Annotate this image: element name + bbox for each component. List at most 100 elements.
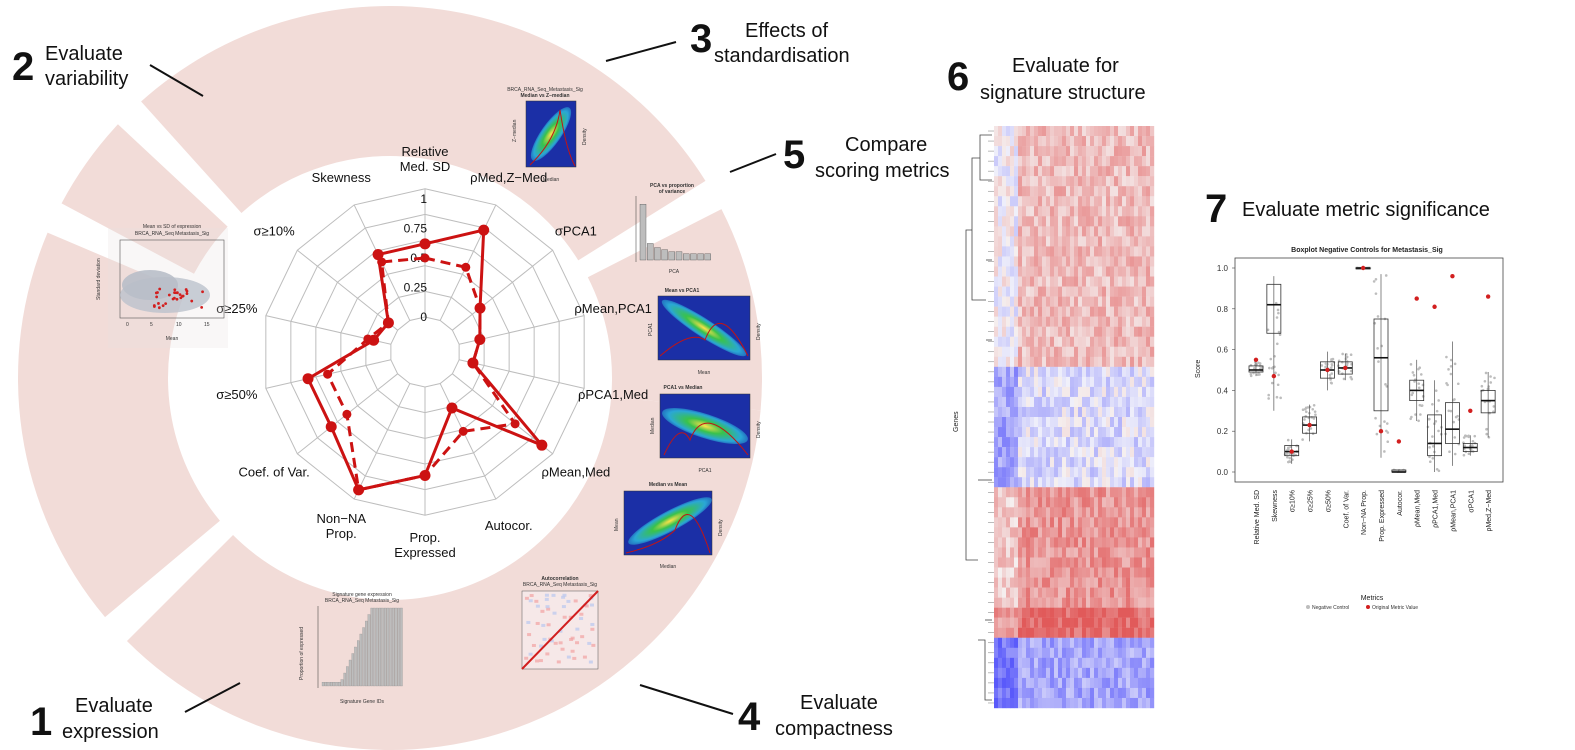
heatmap-cell: [1074, 647, 1079, 659]
autocor-cell: [573, 599, 578, 603]
heatmap-cell: [1054, 186, 1059, 197]
heatmap-cell: [1138, 687, 1143, 699]
heatmap-cell: [1074, 166, 1079, 177]
heatmap-cell: [1074, 487, 1079, 498]
heatmap-cell: [1134, 657, 1139, 669]
negative-control-point: [1274, 301, 1278, 305]
heatmap-cell: [1010, 236, 1015, 247]
heatmap-cell: [1010, 427, 1015, 438]
heatmap-cell: [1146, 186, 1151, 197]
heatmap-cell: [1138, 607, 1143, 618]
heatmap-cell: [1030, 487, 1035, 498]
heatmap-cell: [1022, 176, 1027, 187]
heatmap-cell: [1014, 126, 1019, 137]
heatmap-cell: [1002, 607, 1007, 618]
ring-segment: [17, 232, 220, 618]
heatmap-cell: [994, 437, 999, 448]
boxplot-y-tick-label: 0.8: [1217, 305, 1229, 314]
heatmap-cell: [1094, 156, 1099, 167]
heatmap-cell: [1114, 597, 1119, 608]
negative-control-point: [1349, 353, 1353, 357]
heatmap-cell: [1142, 537, 1147, 548]
heatmap-cell: [1066, 166, 1071, 177]
boxplot-y-tick-label: 1.0: [1217, 264, 1229, 273]
original-metric-point: [1289, 449, 1294, 454]
heatmap-cell: [1030, 236, 1035, 247]
heatmap-cell: [1010, 507, 1015, 518]
heatmap-cell: [1118, 336, 1123, 347]
heatmap-cell: [1134, 216, 1139, 227]
heatmap-cell: [1070, 196, 1075, 207]
heatmap-cell: [1022, 557, 1027, 568]
heatmap-cell: [1026, 597, 1031, 608]
heatmap-cell: [1110, 316, 1115, 327]
heatmap-cell: [994, 256, 999, 267]
heatmap-cell: [1094, 567, 1099, 578]
step-7-label: 7 Evaluate metric significance: [1205, 187, 1490, 231]
negative-control-point: [1312, 417, 1316, 420]
heatmap-cell: [1026, 567, 1031, 578]
heatmap-cell: [1014, 386, 1019, 398]
negative-control-point: [1437, 399, 1440, 402]
heatmap-cell: [1146, 276, 1151, 287]
heatmap-cell: [1126, 186, 1131, 197]
heatmap-cell: [1042, 326, 1047, 337]
heatmap-cell: [1082, 136, 1087, 147]
heatmap-cell: [1042, 376, 1047, 388]
negative-control-point: [1378, 424, 1382, 428]
heatmap-cell: [1122, 256, 1127, 267]
heatmap-cell: [1046, 246, 1051, 257]
heatmap-cell: [1094, 477, 1099, 488]
heatmap-cell: [1050, 326, 1055, 337]
negative-control-point: [1320, 364, 1324, 367]
heatmap-cell: [1122, 396, 1127, 408]
heatmap-cell: [1058, 597, 1063, 608]
heatmap-cell: [1146, 316, 1151, 327]
heatmap-cell: [1106, 196, 1111, 207]
heatmap-cell: [1118, 386, 1123, 398]
heatmap-cell: [994, 306, 999, 317]
heatmap-cell: [1026, 226, 1031, 237]
heatmap-cell: [1102, 216, 1107, 227]
heatmap-cell: [1026, 517, 1031, 528]
heatmap-cell: [1050, 396, 1055, 408]
heatmap-cell: [1126, 266, 1131, 277]
heatmap-cell: [1110, 467, 1115, 478]
heatmap-cell: [1058, 326, 1063, 337]
heatmap-cell: [1102, 527, 1107, 538]
heatmap-cell: [1066, 316, 1071, 327]
heatmap-cell: [1094, 146, 1099, 157]
heatmap-cell: [1086, 386, 1091, 398]
heatmap-cell: [1098, 166, 1103, 177]
heatmap-cell: [1122, 296, 1127, 307]
autocor-cell: [528, 652, 533, 656]
heatmap-cell: [1138, 326, 1143, 337]
heatmap-cell: [1058, 627, 1063, 638]
heatmap-cell: [1066, 557, 1071, 568]
heatmap-cell: [1098, 186, 1103, 197]
heatmap-cell: [1002, 547, 1007, 558]
heatmap-cell: [1062, 527, 1067, 538]
heatmap-cell: [1146, 567, 1151, 578]
heatmap-cell: [994, 607, 999, 618]
heatmap-cell: [1106, 527, 1111, 538]
heatmap-cell: [1086, 336, 1091, 347]
heatmap-cell: [1118, 406, 1123, 418]
heatmap-cell: [1026, 487, 1031, 498]
heatmap-cell: [1046, 457, 1051, 468]
heatmap-cell: [1142, 266, 1147, 277]
heatmap-cell: [1018, 336, 1023, 347]
heatmap-cell: [994, 326, 999, 337]
heatmap-cell: [994, 146, 999, 157]
heatmap-cell: [1146, 126, 1151, 137]
heatmap-cell: [1110, 427, 1115, 438]
heatmap-cell: [998, 677, 1003, 689]
expression-bar: [357, 640, 360, 687]
heatmap-cell: [1082, 477, 1087, 488]
heatmap-cell: [1006, 437, 1011, 448]
heatmap-cell: [994, 276, 999, 287]
heatmap-cell: [1114, 166, 1119, 177]
heatmap-cell: [1150, 667, 1155, 679]
heatmap-cell: [1054, 196, 1059, 207]
negative-control-point: [1324, 362, 1328, 365]
